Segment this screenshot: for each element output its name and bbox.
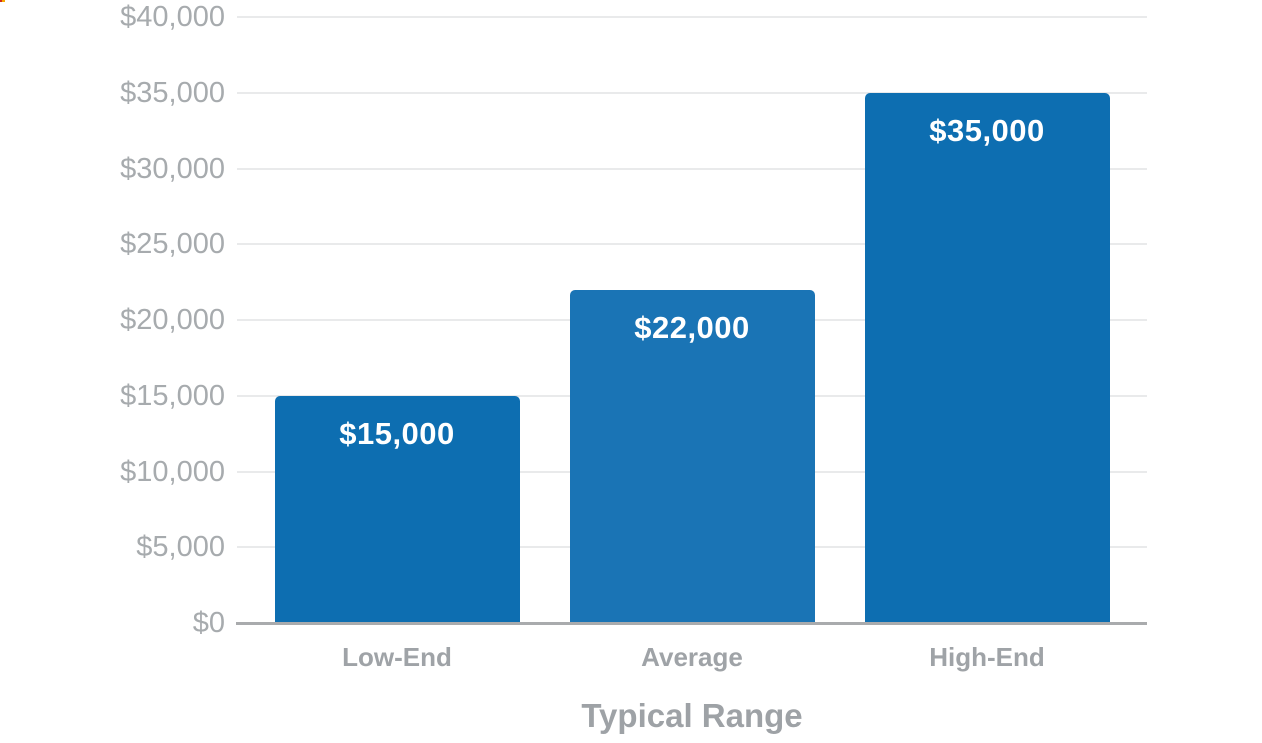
bar-low-end: $15,000 [274,396,520,623]
y-tick-label: $30,000 [120,152,225,185]
category-label-high-end: High-End [929,642,1045,672]
bar-average: $22,000 [569,290,815,623]
y-tick-label: $35,000 [120,76,225,109]
y-tick-label: $15,000 [120,379,225,412]
bar-value-label: $35,000 [929,113,1045,148]
y-tick-label: $20,000 [120,304,225,336]
x-axis-title: Typical Range [581,697,803,734]
y-tick-label: $5,000 [136,531,225,564]
corner-pixel-artifact [0,0,5,2]
gridline [237,167,1147,170]
y-tick-label: $10,000 [120,455,225,488]
x-axis-line [236,622,1147,625]
y-tick-label: $0 [192,607,225,639]
bar-value-label: $22,000 [634,310,750,345]
bar-value-label: $15,000 [339,416,455,451]
plot-area: $15,000 $22,000 $35,000 [237,16,1147,623]
gridline [237,243,1147,246]
category-label-low-end: Low-End [342,642,452,672]
category-labels: Low-End Average High-End [237,642,1147,673]
bars: $15,000 $22,000 $35,000 [237,17,1147,623]
y-tick-label: $25,000 [120,228,225,261]
y-tick-label: $40,000 [120,1,225,33]
gridline [237,91,1147,94]
bar-high-end: $35,000 [864,93,1110,623]
category-label-average: Average [641,642,743,672]
gridline [237,16,1147,18]
